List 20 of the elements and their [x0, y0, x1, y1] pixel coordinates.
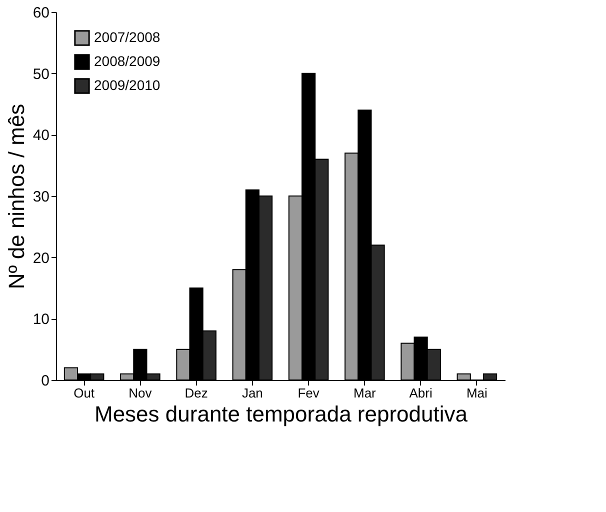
y-tick-label: 40: [32, 127, 50, 144]
x-tick-label: Abri: [409, 386, 432, 400]
x-tick-label: Nov: [128, 386, 152, 400]
y-tick-label: 0: [41, 372, 50, 390]
x-tick-label: Out: [74, 386, 95, 400]
x-tick-label: Mar: [353, 386, 377, 400]
legend-label: 2009/2010: [94, 77, 160, 93]
x-tick-label: Dez: [184, 386, 208, 400]
y-tick-label: 10: [32, 311, 50, 328]
x-tick-label: Mai: [466, 386, 488, 400]
y-tick-label: 30: [32, 188, 50, 206]
x-axis-title: Meses durante temporada reprodutiva: [94, 402, 468, 426]
y-tick-label: 60: [32, 4, 50, 22]
x-tick-label: Jan: [242, 386, 263, 400]
y-tick-label: 50: [32, 66, 50, 83]
legend-label: 2008/2009: [94, 53, 160, 69]
x-tick-label: Fev: [298, 386, 320, 400]
legend-label: 2007/2008: [94, 29, 160, 45]
y-tick-label: 20: [32, 250, 50, 267]
y-axis-title: Nº de ninhos / mês: [4, 104, 29, 290]
